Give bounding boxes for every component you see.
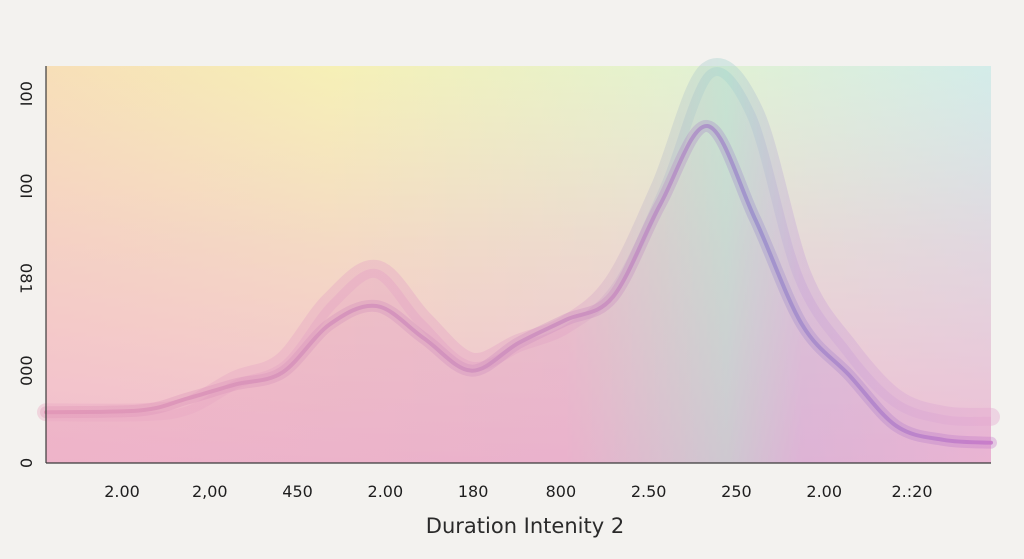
x-tick-label: 2.00: [368, 482, 404, 501]
y-tick-label: 000: [17, 355, 36, 386]
x-tick-label: 2.:20: [891, 482, 932, 501]
series-2-line: [44, 124, 993, 445]
y-tick-label: 00I: [17, 173, 36, 198]
y-tick-label: 081: [17, 263, 36, 294]
x-tick-label: 180: [458, 482, 489, 501]
x-tick-label: 450: [282, 482, 313, 501]
y-tick-label: 0: [17, 458, 36, 468]
plot-area: [37, 58, 1000, 464]
x-axis-ticks: 2.00 2,00 450 2.00 180 800 2.50 250 2.00 2.:20: [104, 482, 932, 501]
series-layer: [37, 58, 1000, 464]
x-tick-label: 2.50: [631, 482, 667, 501]
y-tick-label: 00I: [17, 81, 36, 106]
x-tick-label: 2.00: [104, 482, 140, 501]
x-tick-label: 250: [721, 482, 752, 501]
x-tick-label: 2,00: [192, 482, 228, 501]
x-tick-label: 2.00: [806, 482, 842, 501]
x-axis-label: Duration Intenity 2: [426, 514, 624, 538]
x-tick-label: 800: [546, 482, 577, 501]
